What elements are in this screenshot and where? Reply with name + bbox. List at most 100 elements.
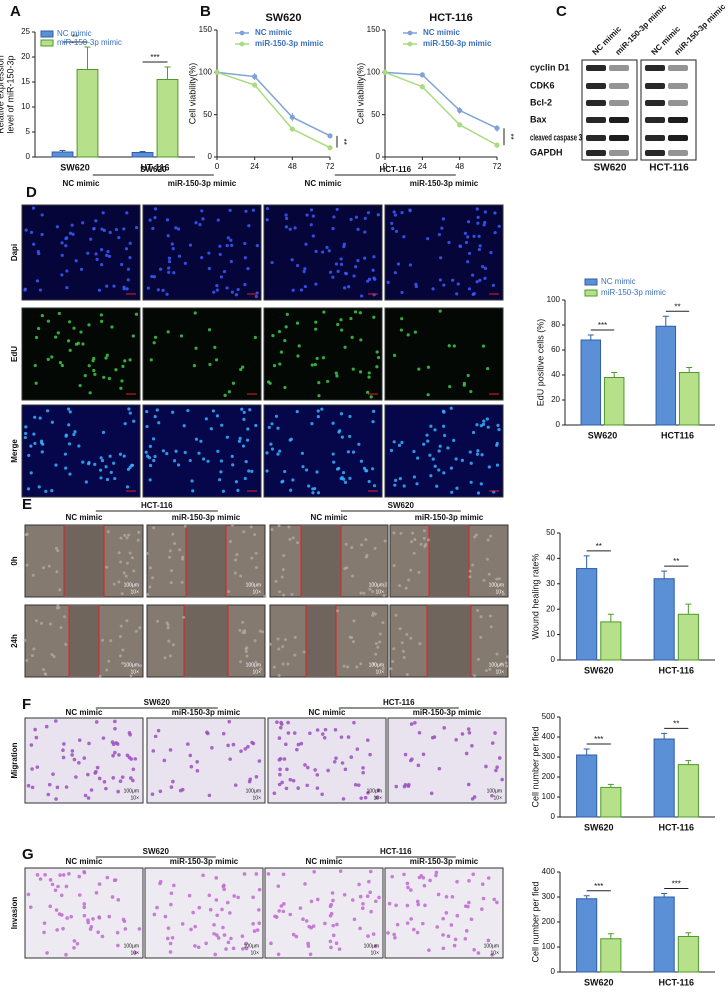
cell (339, 257, 343, 261)
cell (277, 330, 282, 334)
cell (34, 735, 39, 740)
cell (467, 900, 471, 905)
cell (362, 466, 367, 470)
cell (495, 443, 499, 447)
point (327, 145, 333, 151)
legend-swatch (40, 39, 54, 47)
bar (653, 896, 675, 973)
cell (390, 221, 394, 225)
cell (464, 929, 469, 933)
cell (437, 766, 442, 771)
cell (79, 267, 84, 271)
y-tick-label: 200 (542, 772, 556, 781)
cell (35, 279, 40, 283)
cell (29, 444, 33, 448)
cell (329, 945, 333, 950)
cell (246, 267, 250, 271)
cell (244, 209, 248, 213)
cell (60, 241, 64, 245)
cell (405, 881, 410, 886)
cell (257, 887, 262, 892)
cell (251, 895, 255, 900)
cell (242, 410, 246, 415)
cell (35, 765, 40, 769)
cell (24, 425, 28, 429)
x-tick-label: 72 (493, 162, 502, 171)
cell (146, 286, 150, 290)
blot-band (645, 117, 665, 123)
cell (329, 902, 333, 907)
cell (413, 330, 417, 334)
cell (197, 905, 202, 910)
scale-bar-magnification: 10× (374, 795, 383, 801)
cell (265, 469, 269, 473)
cell (112, 582, 116, 586)
cell (331, 226, 335, 231)
cell (241, 620, 245, 624)
cell (429, 424, 433, 428)
y-axis-label: level of miR-150-3p (5, 55, 15, 133)
cell (124, 247, 129, 251)
scale-bar-magnification: 10× (253, 669, 262, 675)
blot-row-label: cyclin D1 (530, 62, 570, 72)
cell (183, 524, 187, 528)
cell (138, 664, 142, 668)
cell (376, 645, 380, 649)
cell (163, 914, 168, 919)
column-label: miR-150-3p mimic (410, 179, 479, 188)
wound-gap (64, 525, 104, 597)
cell (61, 755, 66, 760)
cell (63, 452, 68, 456)
micrograph (21, 204, 141, 301)
cell (233, 571, 237, 575)
cell (87, 460, 91, 465)
cell (229, 259, 233, 264)
cell (394, 478, 398, 482)
cell (105, 477, 110, 482)
cell (236, 895, 240, 900)
cell (467, 731, 472, 735)
cell (82, 902, 87, 906)
cell (46, 409, 50, 413)
cell (372, 315, 376, 319)
cell (437, 233, 442, 237)
cell (161, 288, 165, 292)
cell (438, 309, 442, 313)
point (457, 107, 463, 114)
cell (207, 251, 211, 255)
scale-bar-magnification: 10× (494, 795, 503, 801)
cell (77, 893, 82, 897)
cell (280, 780, 284, 785)
bar (677, 936, 699, 973)
cell (225, 900, 230, 905)
cell (278, 449, 282, 453)
x-tick-label: SW620 (584, 665, 614, 675)
cell (112, 461, 116, 465)
cell (251, 208, 255, 212)
cell (156, 288, 160, 292)
cell (40, 213, 44, 217)
cell (117, 235, 121, 240)
cell (408, 263, 413, 267)
cell (247, 224, 251, 228)
cell (486, 938, 491, 943)
cell (169, 581, 173, 585)
scale-bar-length: 100μm (369, 662, 384, 668)
cell (81, 221, 85, 225)
cell (101, 430, 106, 434)
cell (487, 572, 491, 576)
cell (281, 909, 286, 914)
cell (106, 249, 110, 254)
cell (303, 763, 307, 767)
cell (304, 242, 308, 246)
cell (303, 882, 307, 886)
cell (191, 489, 195, 493)
cell (463, 231, 468, 236)
cell (340, 435, 344, 439)
cell (476, 491, 481, 495)
cell (312, 869, 316, 874)
cell (173, 541, 177, 545)
cell (97, 288, 102, 292)
scale-bar-magnification: 10× (496, 589, 505, 595)
cell (342, 892, 347, 897)
